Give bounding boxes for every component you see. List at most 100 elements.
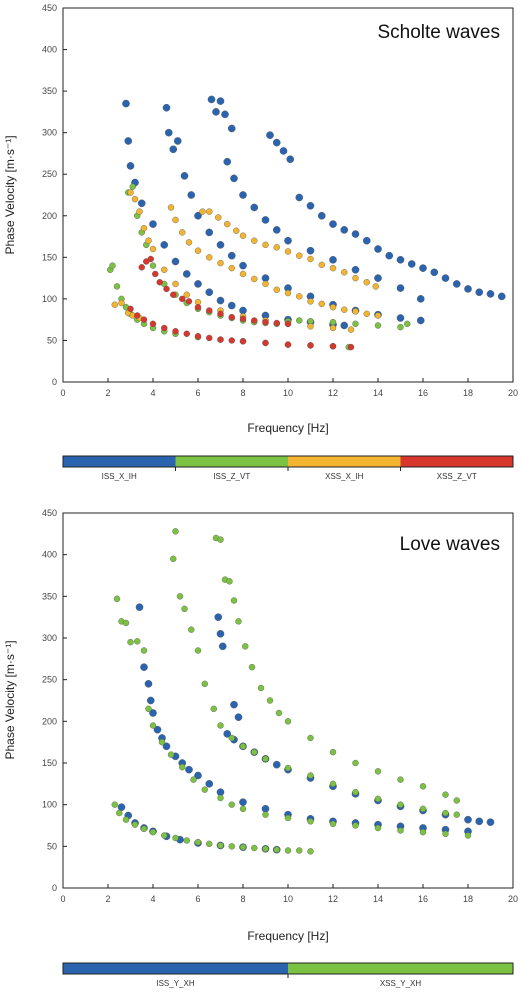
data-point <box>442 791 449 798</box>
x-tick-label: 0 <box>60 388 65 398</box>
data-point <box>329 304 337 311</box>
data-point <box>363 279 370 286</box>
data-point <box>239 270 247 278</box>
data-point <box>183 330 190 337</box>
data-point <box>397 827 404 834</box>
data-point <box>162 742 171 751</box>
data-point <box>273 846 280 853</box>
legend-swatch <box>288 963 513 974</box>
x-tick-label: 6 <box>195 894 200 904</box>
data-point <box>145 705 152 713</box>
data-point <box>266 131 274 139</box>
data-point <box>230 700 238 709</box>
x-tick-label: 12 <box>328 894 338 904</box>
y-tick-label: 150 <box>42 252 57 262</box>
data-point <box>295 193 304 202</box>
data-point <box>179 295 186 303</box>
data-point <box>307 255 314 263</box>
data-point <box>352 308 359 315</box>
data-point <box>340 321 349 330</box>
data-point <box>109 262 116 269</box>
data-point <box>284 320 292 328</box>
data-point <box>183 837 190 844</box>
data-point <box>140 647 148 654</box>
data-point <box>250 203 259 212</box>
data-point <box>228 801 235 808</box>
data-point <box>216 97 225 105</box>
data-point <box>273 286 280 293</box>
data-point <box>329 256 337 264</box>
y-tick-label: 50 <box>47 335 57 345</box>
axis-ticks: 0 2 4 6 8 10 12 14 16 18 2005010015020025030035040… <box>42 508 518 904</box>
data-point <box>116 809 123 817</box>
legend-swatch <box>63 456 176 467</box>
data-point <box>136 208 143 215</box>
data-point <box>227 124 236 133</box>
data-point <box>215 214 222 221</box>
data-point <box>137 199 146 208</box>
legend-label: ISS_X_IH <box>102 472 137 481</box>
data-point <box>180 172 189 180</box>
data-point <box>397 776 404 783</box>
data-point <box>284 236 292 245</box>
data-point <box>140 225 148 232</box>
x-tick-label: 2 <box>105 894 110 904</box>
data-point <box>362 236 371 245</box>
data-point <box>347 326 355 333</box>
data-point <box>124 137 133 145</box>
data-point <box>129 183 136 190</box>
data-point <box>486 818 495 826</box>
data-point <box>329 220 337 228</box>
data-point <box>262 845 269 853</box>
data-point <box>147 255 154 263</box>
data-point <box>223 730 232 738</box>
data-point <box>352 822 359 829</box>
data-point <box>239 843 247 851</box>
legend-label: ISS_Z_VT <box>213 472 250 481</box>
data-point <box>217 842 224 849</box>
data-point <box>442 809 449 817</box>
data-point <box>307 298 314 305</box>
data-point <box>176 593 184 600</box>
data-point <box>262 318 269 326</box>
scholte-panel: Scholte waves 0 2 4 6 8 10 12 14 16 18 20050100150… <box>3 3 518 481</box>
data-point <box>182 270 191 278</box>
data-point <box>464 285 472 293</box>
data-point <box>145 237 152 244</box>
data-point <box>230 174 238 183</box>
legend-frame <box>62 962 514 975</box>
data-point <box>226 578 233 585</box>
y-tick-label: 400 <box>42 550 57 560</box>
data-point <box>218 642 227 651</box>
data-point <box>251 748 258 756</box>
x-tick-label: 12 <box>328 388 338 398</box>
y-tick-label: 0 <box>52 377 57 387</box>
data-point <box>374 768 382 775</box>
data-point <box>206 334 213 342</box>
data-point <box>170 555 177 563</box>
data-point <box>251 844 258 852</box>
data-point <box>172 328 179 335</box>
data-point <box>227 301 236 310</box>
x-tick-label: 20 <box>508 388 518 398</box>
legend: ISS_X_IH ISS_Z_VT XSS_X_IH XSS_Z_VT <box>62 455 514 481</box>
axis-ticks: 0 2 4 6 8 10 12 14 16 18 2005010015020025030035040… <box>42 3 518 398</box>
data-point <box>307 323 314 330</box>
data-point <box>127 189 134 196</box>
data-point <box>347 343 355 351</box>
data-point <box>134 638 141 645</box>
data-point <box>374 795 382 803</box>
data-point <box>160 241 169 249</box>
data-point <box>206 307 213 314</box>
data-point <box>239 798 247 806</box>
data-point <box>127 638 134 646</box>
legend-swatch <box>288 456 401 467</box>
data-point <box>140 825 148 833</box>
data-point <box>374 322 382 329</box>
data-point <box>216 241 225 249</box>
data-point <box>284 847 292 854</box>
data-point <box>188 626 195 633</box>
data-point <box>396 284 405 292</box>
data-point <box>464 832 472 839</box>
data-point <box>131 195 139 203</box>
